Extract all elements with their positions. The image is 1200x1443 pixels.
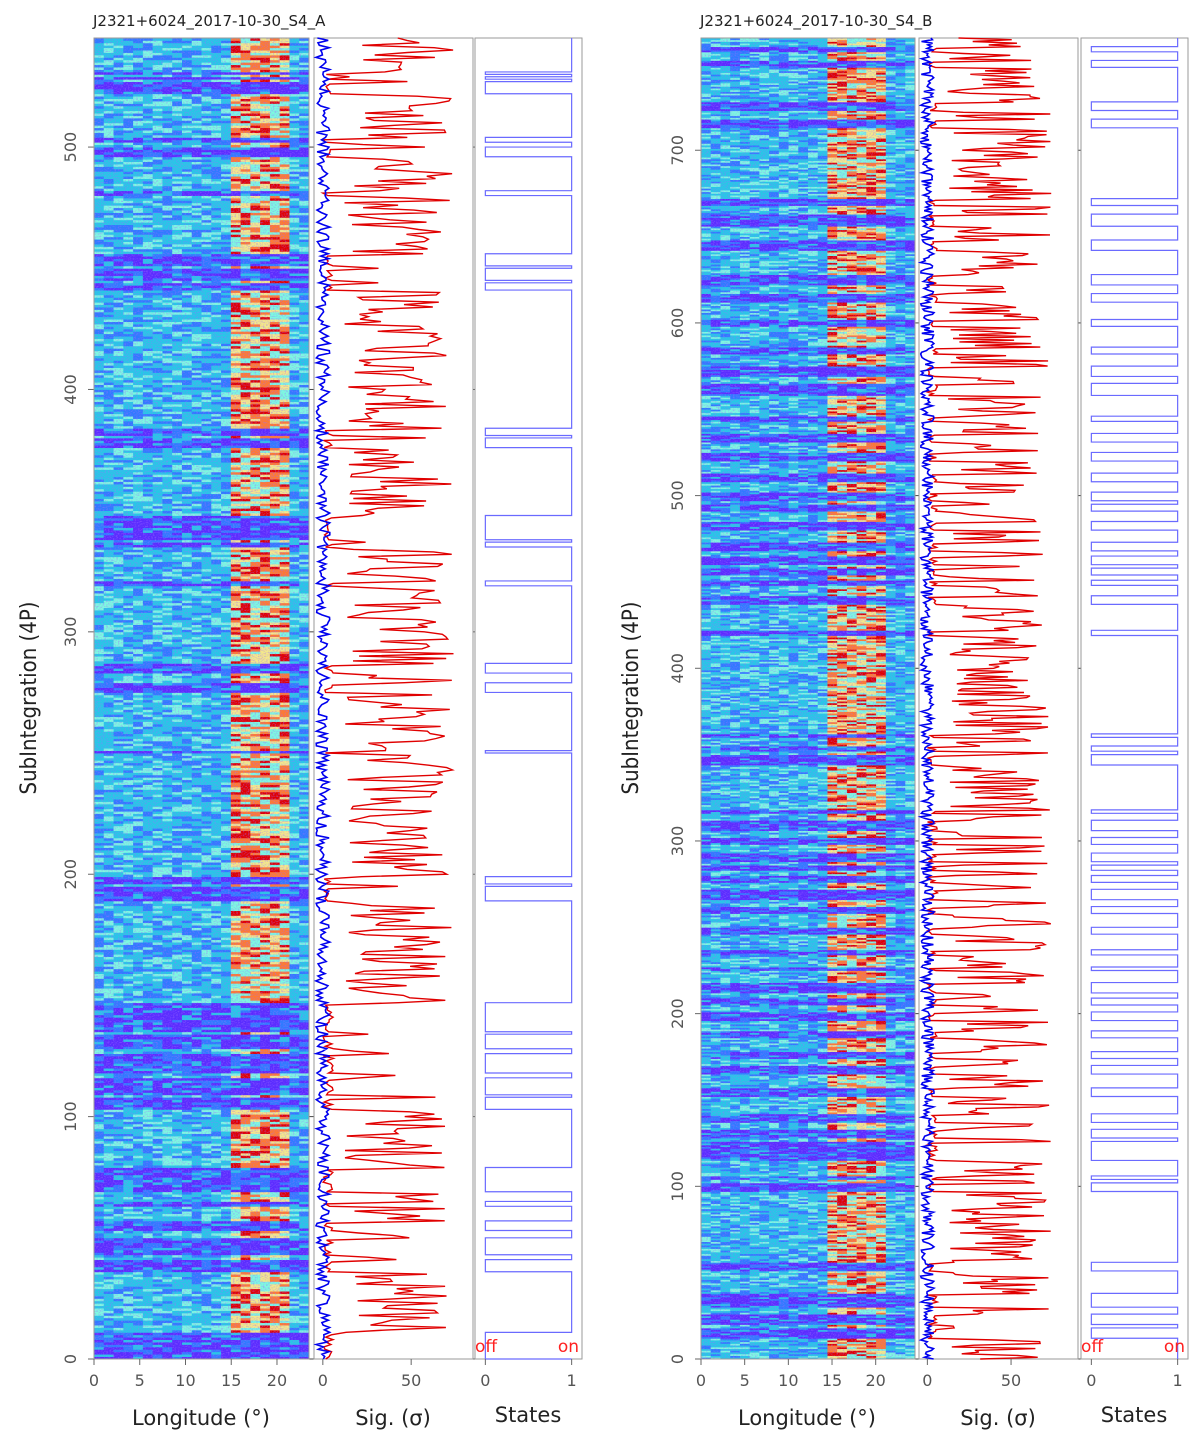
figure-a-y-axis-label: SubIntegration (4P) <box>17 602 42 795</box>
y-tick-label: 0 <box>61 1354 80 1364</box>
y-tick-label: 500 <box>61 132 80 163</box>
figure-a-heatmap-panel: 0 5 10 15 20 Longitude (°) <box>89 38 309 1430</box>
figure-a-title: J2321+6024_2017-10-30_S4_A <box>92 12 326 31</box>
figure-a: J2321+6024_2017-10-30_S4_A SubIntegratio… <box>17 12 582 1430</box>
y-tick-label: 300 <box>61 617 80 648</box>
y-tick-label: 200 <box>61 859 80 890</box>
y-tick-label: 100 <box>61 1101 80 1132</box>
y-tick-label: 400 <box>61 374 80 405</box>
